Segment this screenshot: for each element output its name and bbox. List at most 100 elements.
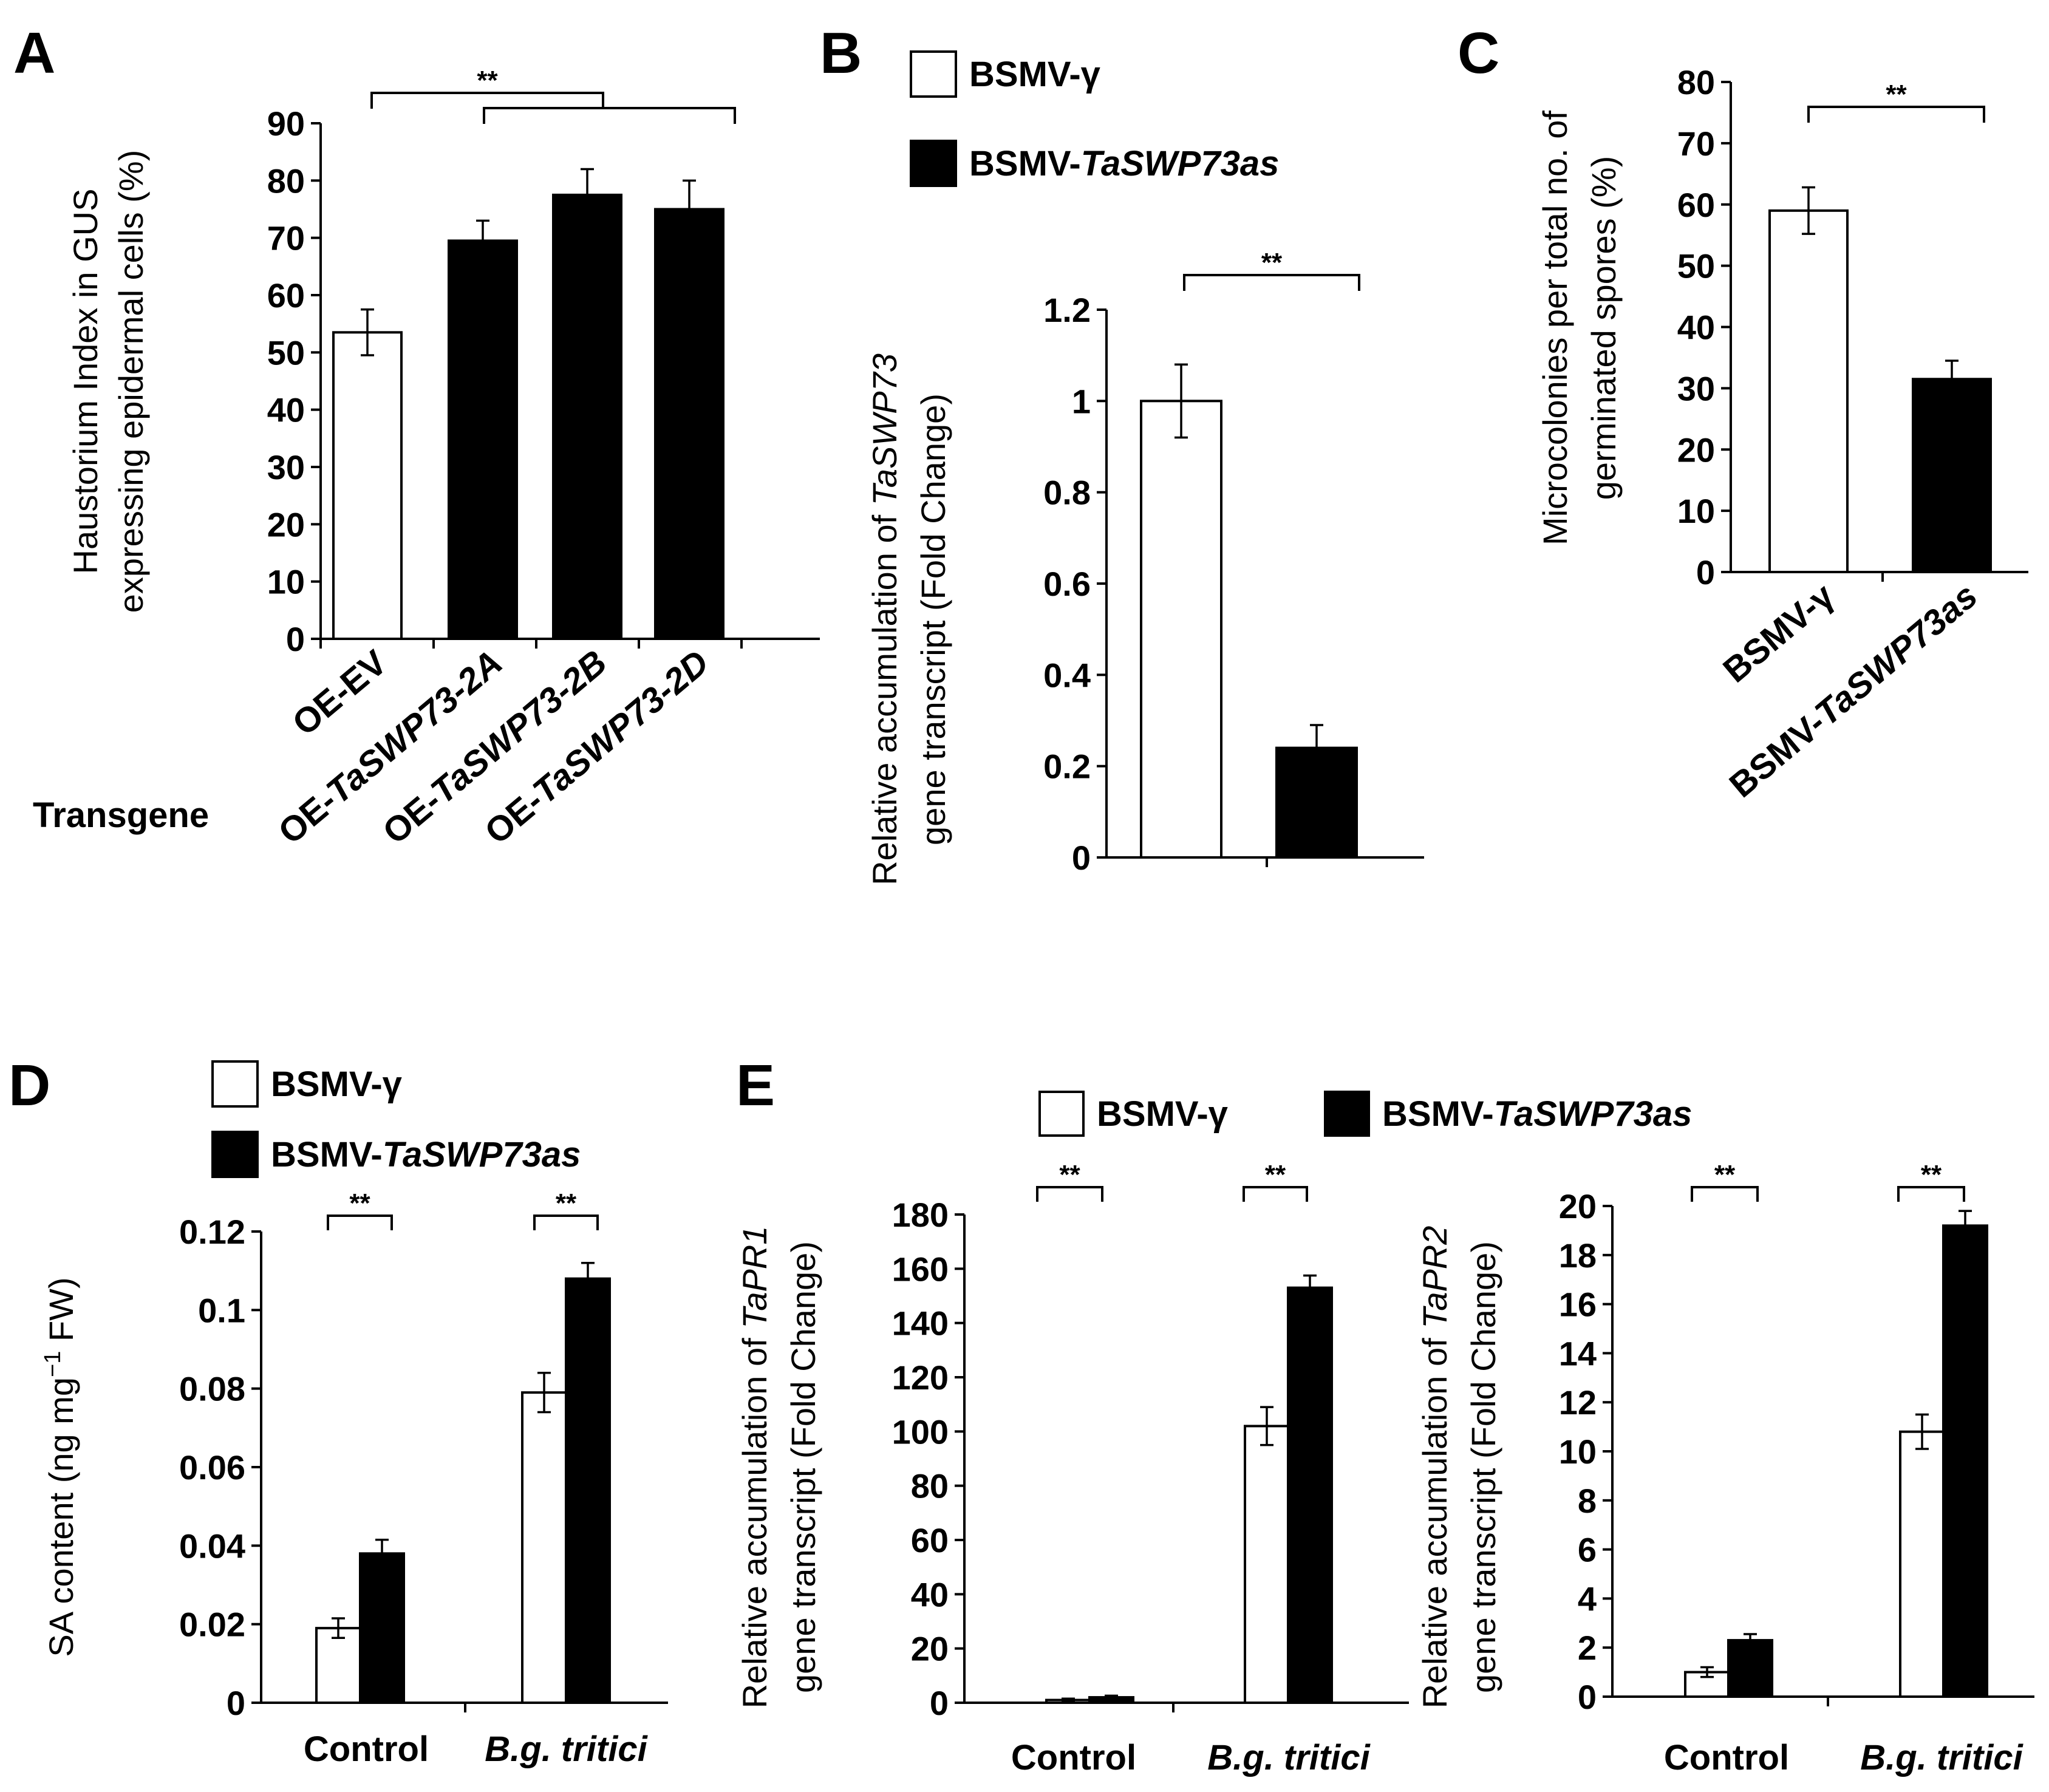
x-category-label: B.g. tritici (1207, 1738, 1371, 1777)
label-part: gene transcript (Fold Change) (784, 1241, 822, 1693)
y-tick-label: 30 (1677, 369, 1715, 407)
label-part: Relative accumulation of (735, 1329, 774, 1709)
legend-label: BSMV-TaSWP73as (969, 144, 1279, 183)
panel-e: E BSMV-γ BSMV-TaSWP73as0204060801001201401… (735, 1053, 1692, 1777)
y-tick-label: 20 (1559, 1187, 1597, 1225)
y-tick-label: 0.04 (179, 1527, 245, 1565)
label-part: BSMV- (1382, 1094, 1494, 1134)
y-tick-label: 20 (267, 505, 305, 543)
y-tick-label: 90 (267, 104, 305, 143)
legend-swatch (1324, 1091, 1370, 1137)
significance-label: ** (477, 66, 498, 95)
x-category-label: Control (304, 1729, 429, 1769)
label-part: SA content (ng mg (42, 1377, 80, 1657)
y-axis-label: Relative accumulation of TaPR2 (1416, 1226, 1454, 1709)
legend-swatch (211, 1131, 259, 1178)
legend-label: BSMV-TaSWP73as (271, 1135, 581, 1174)
y-tick-label: 0.6 (1043, 565, 1091, 603)
y-tick-label: 0.8 (1043, 474, 1091, 512)
x-category-label: B.g. tritici (1860, 1738, 2023, 1777)
y-tick-label: 14 (1559, 1334, 1597, 1372)
y-axis-label: Relative accumulation of TaPR1 (735, 1226, 774, 1709)
label-part: TaPR1 (735, 1226, 774, 1329)
y-axis-label: SA content (ng mg−1 FW) (40, 1277, 80, 1657)
bar (654, 208, 724, 640)
panel-b: B BSMV-γ BSMV-TaSWP73as 0 0.2 0.4 0.6 0.8 1 1.2 **… (820, 21, 1424, 885)
significance-label: ** (1059, 1160, 1080, 1190)
panel-a: A 0 10 20 30 40 50 60 70 80 90 ** Haustorium Index i… (13, 21, 820, 852)
bar (552, 193, 622, 640)
y-tick-label: 60 (911, 1521, 949, 1559)
y-tick-label: 80 (267, 162, 305, 200)
x-category-label: B.g. tritici (485, 1729, 648, 1769)
label-part: B.g. tritici (1860, 1738, 2023, 1777)
significance-bracket (327, 1215, 393, 1230)
legend-label: BSMV-γ (271, 1065, 403, 1104)
x-category-label: BSMV-TaSWP73as (1722, 576, 1985, 805)
y-tick-label: 18 (1559, 1236, 1597, 1275)
x-axis-title: Transgene (33, 795, 209, 835)
panel-e-right: 0 2 4 6 8 10 12 14 16 18 20 ** ** Relative accumulati… (1416, 1160, 2034, 1777)
y-tick-label: 8 (1578, 1482, 1597, 1520)
legend-swatch (211, 1060, 259, 1108)
y-tick-label: 0 (286, 620, 305, 658)
bar (1942, 1224, 1988, 1698)
y-axis-label: Microcolonies per total no. of (1536, 111, 1574, 545)
legend-swatch (1038, 1091, 1085, 1137)
y-tick-label: 0.1 (198, 1291, 245, 1329)
y-tick-label: 60 (1677, 186, 1715, 224)
panel-letter: B (820, 21, 862, 86)
bar (1287, 1286, 1333, 1705)
y-tick-label: 0 (930, 1684, 949, 1722)
bar (359, 1552, 405, 1704)
y-tick-label: 80 (911, 1467, 949, 1505)
label-part: TaSWP73as (1081, 144, 1280, 183)
bar (1244, 1425, 1290, 1704)
significance-bracket (1807, 106, 1985, 123)
y-tick-label: 1.2 (1043, 291, 1091, 329)
y-tick-label: 40 (267, 391, 305, 429)
label-part: BSMV-γ (1097, 1094, 1229, 1134)
y-tick-label: 1 (1072, 382, 1091, 420)
y-tick-label: 2 (1578, 1629, 1597, 1667)
y-tick-label: 180 (892, 1196, 949, 1234)
panel-letter: A (13, 21, 55, 86)
y-tick-label: 6 (1578, 1531, 1597, 1569)
label-part: B.g. tritici (485, 1729, 648, 1769)
y-tick-label: 100 (892, 1412, 949, 1451)
x-category-label: Control (1664, 1738, 1789, 1777)
label-part: Control (1664, 1738, 1789, 1777)
bar (1140, 400, 1222, 859)
y-tick-label: 0.06 (179, 1448, 245, 1487)
y-tick-label: 16 (1559, 1286, 1597, 1324)
bar (315, 1627, 361, 1704)
label-part: Relative accumulation of (865, 505, 904, 885)
significance-label: ** (1265, 1160, 1286, 1190)
bar (1899, 1430, 1945, 1698)
y-tick-label: 40 (911, 1575, 949, 1613)
y-axis-label: Haustorium Index in GUS (66, 189, 104, 574)
label-part: −1 (40, 1351, 66, 1377)
significance-bracket (1691, 1186, 1759, 1202)
label-part: BSMV-γ (1716, 576, 1842, 690)
y-tick-label: 30 (267, 448, 305, 486)
y-tick-label: 0 (1696, 553, 1715, 591)
label-part: Haustorium Index in GUS (66, 189, 104, 574)
significance-label: ** (349, 1188, 370, 1218)
significance-bracket (1243, 1186, 1308, 1202)
legend-label: BSMV-γ (969, 55, 1101, 94)
x-category-label: Control (1011, 1738, 1136, 1777)
label-part: FW) (42, 1277, 80, 1351)
panel-letter: D (9, 1053, 50, 1118)
bar (565, 1277, 611, 1705)
x-category-label: BSMV-γ (1716, 576, 1842, 690)
panel-d: D BSMV-γ BSMV-TaSWP73as 0 0.02 0.04 0.06 0.08 0.… (9, 1053, 668, 1769)
y-tick-label: 20 (911, 1630, 949, 1668)
y-tick-label: 0 (227, 1684, 245, 1722)
y-axis-label: gene transcript (Fold Change) (784, 1241, 822, 1693)
y-tick-label: 0 (1072, 839, 1091, 877)
significance-label: ** (1261, 248, 1283, 278)
y-axis-label: gene transcript (Fold Change) (914, 393, 952, 845)
significance-label: ** (556, 1188, 577, 1218)
